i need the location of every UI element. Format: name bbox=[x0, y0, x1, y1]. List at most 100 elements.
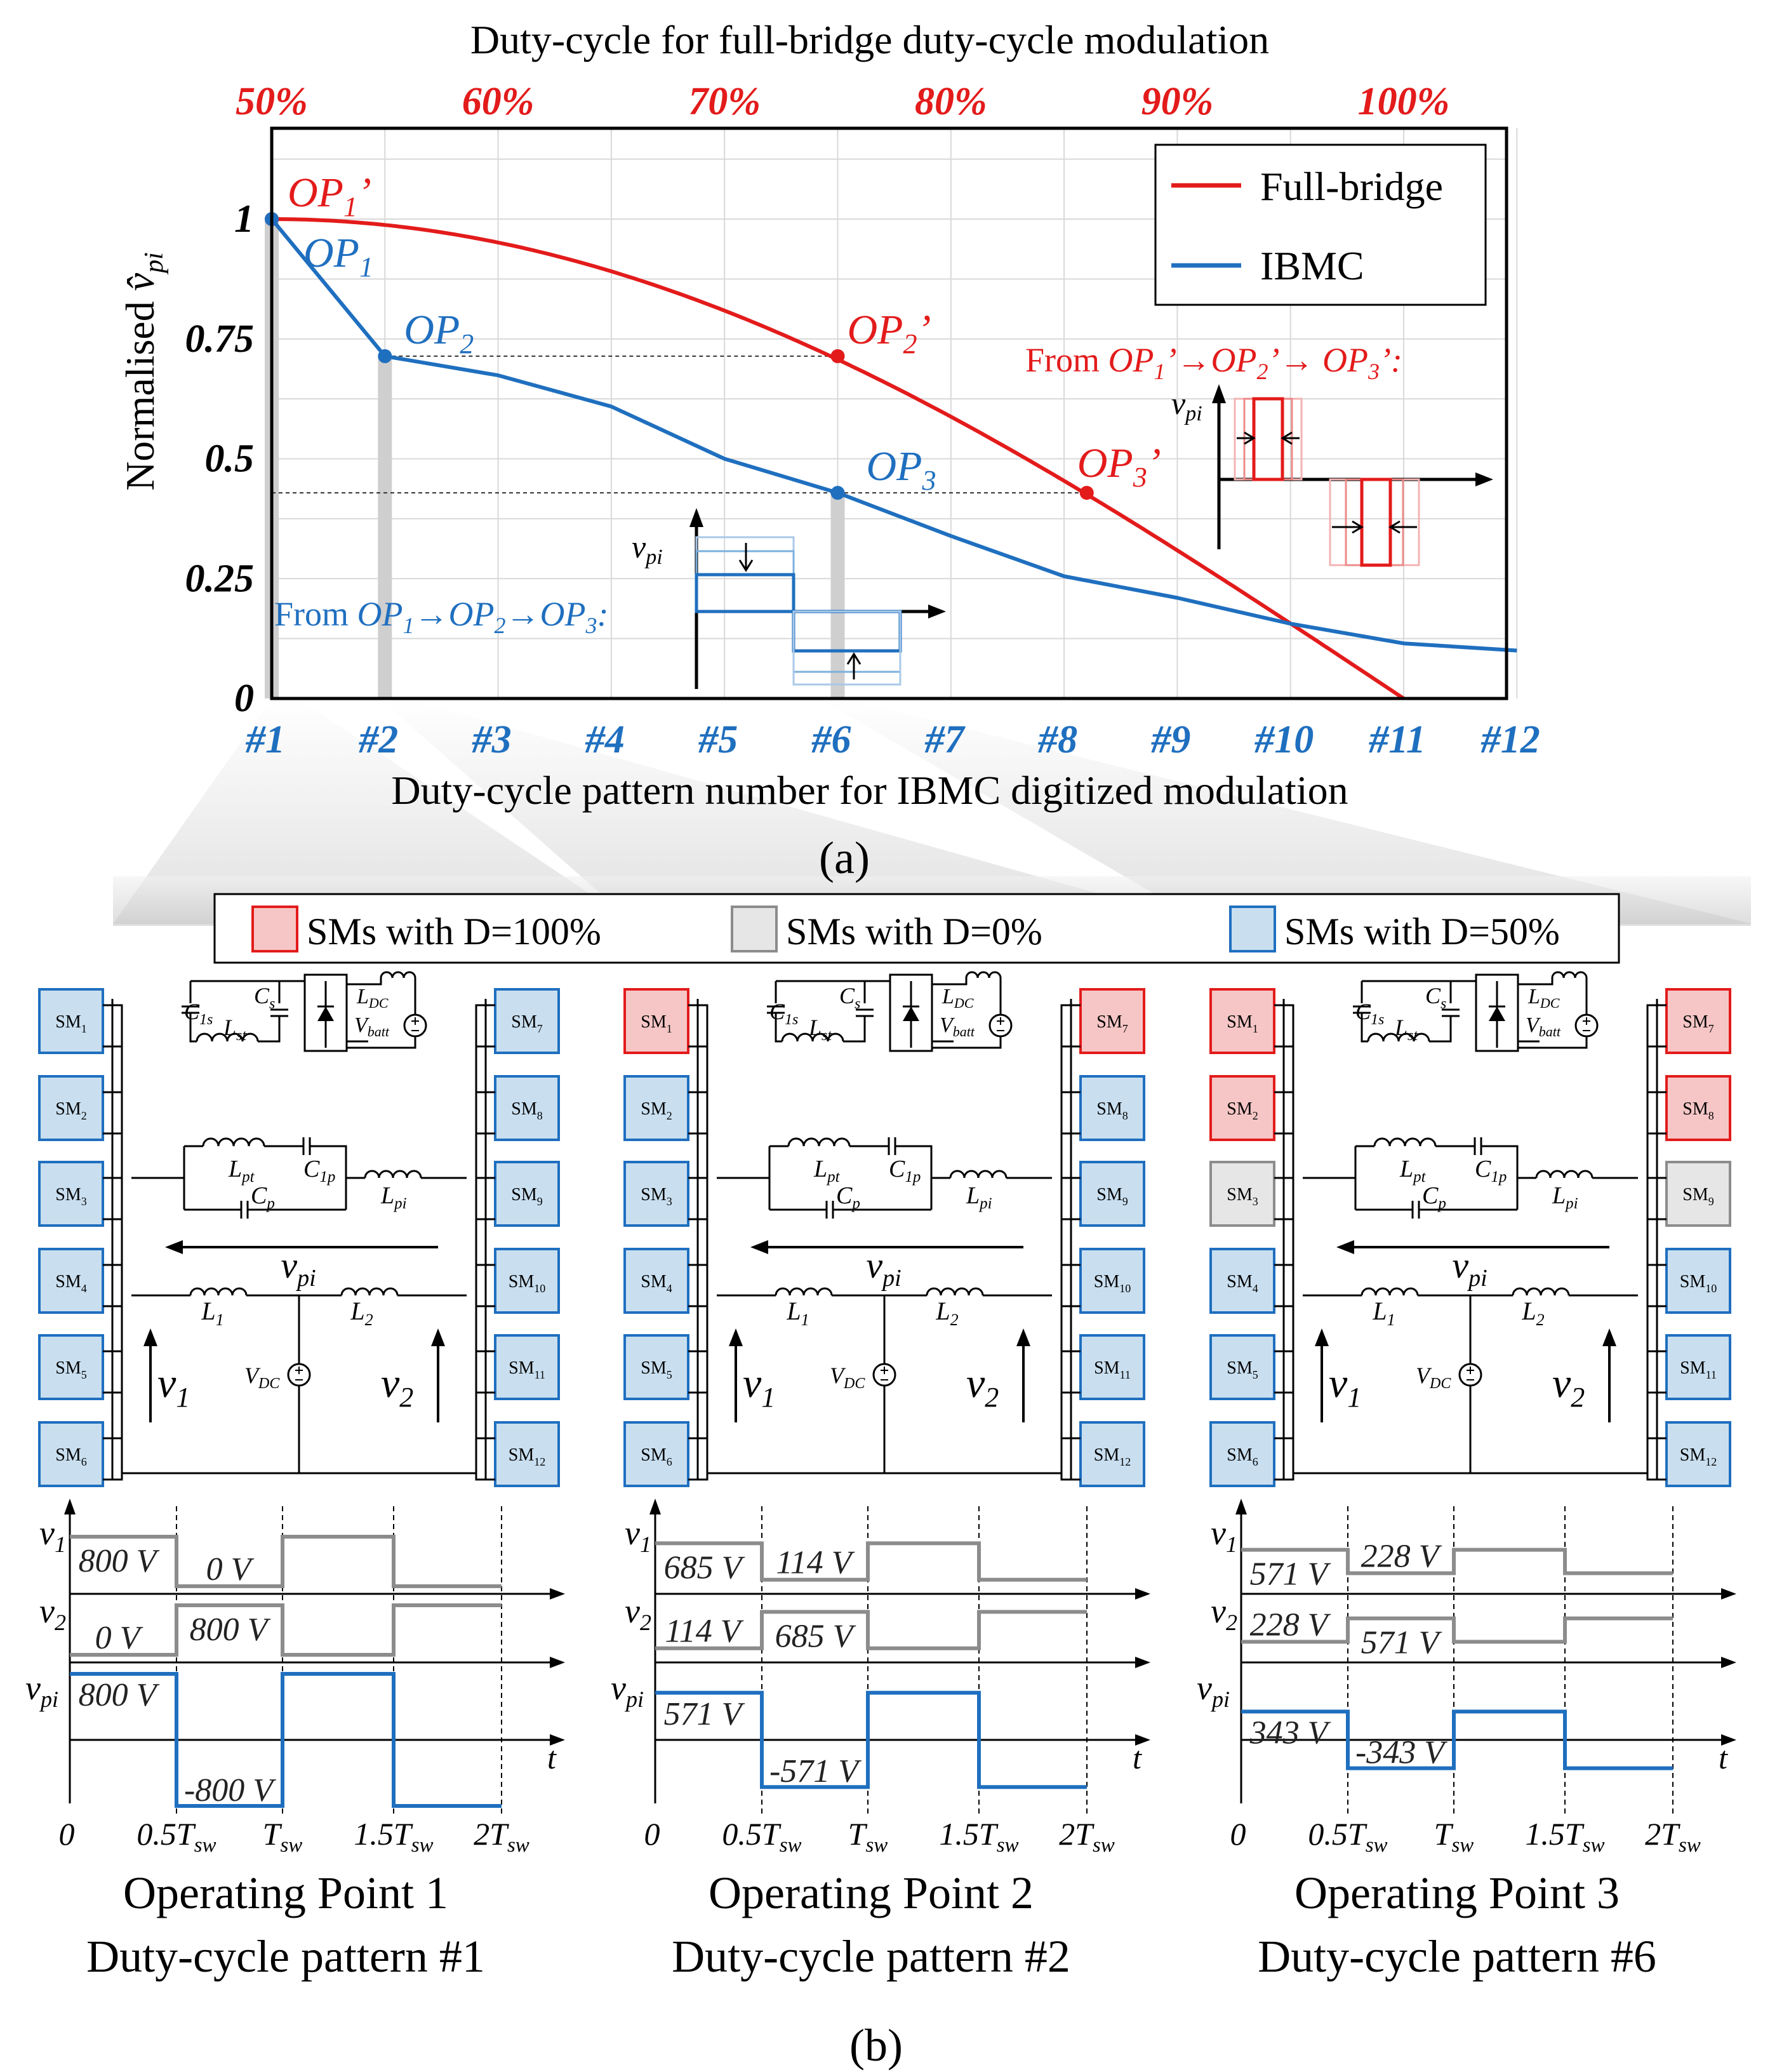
sm-box-10: SM10 bbox=[494, 1248, 560, 1314]
time-tick-label: Tsw bbox=[263, 1816, 303, 1857]
sm-label: SM1 bbox=[1227, 1012, 1258, 1035]
sm-label: SM2 bbox=[641, 1099, 672, 1122]
x-tick-label: #6 bbox=[811, 718, 851, 761]
x-tick-label: #2 bbox=[358, 718, 398, 761]
time-tick-label: 2Tsw bbox=[1059, 1816, 1115, 1857]
y-tick-label: 0.75 bbox=[185, 317, 255, 361]
label-v1: v1 bbox=[743, 1360, 775, 1413]
panel-title: Operating Point 3 bbox=[1294, 1868, 1620, 1918]
label-C1p: C1p bbox=[303, 1156, 335, 1186]
label-L2: L2 bbox=[350, 1297, 373, 1329]
sm-label: SM4 bbox=[1227, 1272, 1258, 1295]
v1-value-high: 571 V bbox=[1250, 1556, 1331, 1593]
v2-value-high: 800 V bbox=[190, 1612, 271, 1648]
vpi-arrowhead bbox=[165, 1240, 183, 1254]
sm-rect bbox=[1209, 1334, 1275, 1400]
x-axis-arrowhead bbox=[1721, 1657, 1736, 1668]
label-v2-axis: v2 bbox=[39, 1592, 66, 1635]
inductor bbox=[775, 1287, 833, 1296]
time-tick-label: 1.5Tsw bbox=[939, 1816, 1018, 1857]
wire bbox=[1481, 1145, 1519, 1210]
sm-rect bbox=[38, 1248, 104, 1314]
waveform-v1 bbox=[1241, 1547, 1673, 1575]
sm-box-5: SM5 bbox=[1209, 1334, 1275, 1400]
legend-label: SMs with D=50% bbox=[1284, 911, 1560, 952]
label-Cp: Cp bbox=[836, 1182, 860, 1212]
waveforms: v1 v2 vpi t 0 0.5Tsw Tsw 1.5Tsw 2Tsw 571 V 228 V 22… bbox=[1197, 1499, 1736, 1857]
v1-arrowhead bbox=[729, 1328, 743, 1346]
v2-arrowhead bbox=[1016, 1328, 1030, 1346]
panel-title: Operating Point 1 bbox=[123, 1868, 448, 1918]
op-dashed-lines bbox=[272, 355, 1087, 494]
time-tick-label: 0 bbox=[59, 1816, 75, 1852]
waveform-vpi bbox=[655, 1690, 1087, 1789]
x-tick-label: #11 bbox=[1368, 718, 1426, 761]
sm-rect bbox=[1079, 1421, 1145, 1487]
v1-arrowhead bbox=[143, 1328, 157, 1346]
y-axis-label: Normalised v̂pi bbox=[117, 252, 169, 491]
sm-label: SM6 bbox=[55, 1445, 86, 1468]
vpi-value-low: -800 V bbox=[184, 1772, 276, 1808]
time-tick-label: 0.5Tsw bbox=[722, 1816, 801, 1857]
sm-box-9: SM9 bbox=[1665, 1161, 1731, 1227]
sm-rect bbox=[1079, 988, 1145, 1054]
legend-label-ibmc: IBMC bbox=[1260, 243, 1364, 288]
rectifier-box bbox=[889, 973, 933, 1052]
inductor bbox=[189, 1287, 248, 1296]
v1-value-low: 228 V bbox=[1361, 1538, 1442, 1574]
sm-box-2: SM2 bbox=[1209, 1075, 1275, 1141]
sm-rect bbox=[623, 1334, 689, 1400]
inductor bbox=[965, 971, 1002, 979]
x-tick-label: #4 bbox=[585, 718, 625, 761]
inductor bbox=[1367, 1033, 1430, 1042]
waveform-v1 bbox=[70, 1535, 502, 1588]
v1-value-high: 685 V bbox=[664, 1549, 745, 1586]
sm-rect bbox=[1209, 1075, 1275, 1141]
sm-box-12: SM12 bbox=[494, 1421, 560, 1487]
legend-label: SMs with D=0% bbox=[786, 911, 1042, 952]
label-Cp: Cp bbox=[1422, 1182, 1446, 1212]
y-axis-ticks: 0 0.25 0.5 0.75 1 bbox=[185, 197, 255, 720]
vpi-value-low: -343 V bbox=[1355, 1735, 1447, 1771]
label-t-axis: t bbox=[547, 1740, 557, 1775]
inductor bbox=[202, 1137, 265, 1147]
waveform-vpi bbox=[1241, 1709, 1673, 1770]
label-Lpt: Lpt bbox=[813, 1156, 841, 1186]
label-t-axis: t bbox=[1133, 1740, 1142, 1775]
v1-value-high: 800 V bbox=[79, 1543, 160, 1579]
sm-label: SM1 bbox=[641, 1012, 672, 1035]
legend-swatch bbox=[251, 906, 298, 952]
time-tick-label: 1.5Tsw bbox=[354, 1816, 433, 1857]
time-tick-label: Tsw bbox=[1434, 1816, 1474, 1857]
chart-legend: Full-bridge IBMC bbox=[1154, 144, 1487, 306]
legend-swatch bbox=[1229, 906, 1276, 952]
waveform-v2 bbox=[70, 1603, 502, 1657]
legend-label-fullbridge: Full-bridge bbox=[1260, 164, 1443, 209]
wire bbox=[347, 978, 382, 986]
inset-blue-axis-label: vpi bbox=[632, 529, 663, 569]
legend-label: SMs with D=100% bbox=[307, 911, 601, 952]
time-tick-label: 0.5Tsw bbox=[136, 1816, 216, 1857]
sm-label: SM9 bbox=[1682, 1185, 1713, 1208]
label-VDC: VDC bbox=[830, 1363, 865, 1392]
label-v2: v2 bbox=[1552, 1360, 1585, 1413]
sm-label: SM11 bbox=[1680, 1358, 1717, 1381]
waveform-v2 bbox=[655, 1610, 1087, 1650]
sm-label: SM2 bbox=[1227, 1099, 1258, 1122]
sm-rect bbox=[494, 1334, 560, 1400]
sm-label: SM8 bbox=[511, 1099, 542, 1122]
sm-box-8: SM8 bbox=[1079, 1075, 1145, 1141]
label-vpi-axis: vpi bbox=[1197, 1669, 1230, 1712]
wire bbox=[775, 1013, 782, 1043]
label-L1: L1 bbox=[201, 1297, 223, 1329]
wire bbox=[932, 1036, 1002, 1049]
label-C1s: C1s bbox=[184, 999, 213, 1028]
x-axis-arrowhead bbox=[1135, 1657, 1150, 1668]
sm-label: SM7 bbox=[1096, 1012, 1128, 1035]
sm-rect bbox=[623, 1421, 689, 1487]
sm-box-8: SM8 bbox=[494, 1075, 560, 1141]
sm-rect bbox=[1665, 1248, 1731, 1314]
sm-label: SM5 bbox=[1227, 1358, 1258, 1381]
sm-label: SM6 bbox=[641, 1445, 672, 1468]
wire bbox=[1429, 1016, 1452, 1043]
